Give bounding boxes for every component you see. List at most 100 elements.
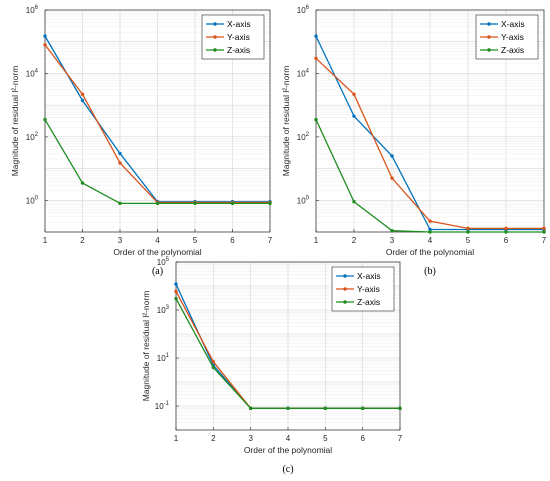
- data-point: [248, 406, 253, 411]
- y-tick-label: 104: [26, 68, 39, 78]
- chart-panel-3: 1 2 3 4 5 6 7 10-1 101 103 105 Order of the polynom…: [141, 257, 403, 475]
- x-tick-label: 3: [390, 236, 395, 245]
- x-axis-label: Order of the polynomial: [386, 247, 474, 257]
- legend-marker: [487, 48, 491, 52]
- legend-item: X-axis: [206, 19, 251, 29]
- x-tick-label: 4: [428, 236, 433, 245]
- data-point: [118, 161, 122, 165]
- x-tick-label: 6: [360, 434, 365, 443]
- y-tick-label: 101: [157, 353, 170, 363]
- x-axis-label: Order of the polynomial: [113, 247, 201, 257]
- legend-marker: [487, 22, 491, 26]
- data-point: [390, 176, 394, 180]
- chart-panel-2: 1 2 3 4 5 6 7 100 102 104 106 Order of the polynomi…: [281, 5, 547, 277]
- legend-marker: [487, 35, 491, 39]
- data-point: [428, 219, 432, 223]
- chart-panel-1: 1 2 3 4 5 6 7 100 102 104 106 Order of the polynomi…: [10, 5, 273, 277]
- x-tick-label: 2: [80, 236, 85, 245]
- legend-label: X-axis: [501, 19, 525, 29]
- x-tick-label: 3: [248, 434, 253, 443]
- data-point: [428, 227, 432, 232]
- series-z-axis: [174, 296, 402, 411]
- legend-item: Y-axis: [480, 32, 524, 42]
- data-point: [193, 201, 197, 206]
- data-point: [286, 406, 290, 411]
- x-tick-label: 1: [314, 236, 319, 245]
- panel-caption: (b): [424, 266, 436, 277]
- x-tick-label: 4: [155, 236, 160, 245]
- x-tick-label: 2: [211, 434, 216, 443]
- x-tick-label: 3: [118, 236, 123, 245]
- x-tick-label: 1: [174, 434, 179, 443]
- data-point: [390, 154, 394, 158]
- data-point: [360, 406, 365, 411]
- panel-caption: (c): [282, 464, 293, 475]
- legend-marker: [213, 22, 217, 26]
- data-point: [352, 92, 356, 96]
- x-tick-label: 2: [352, 236, 357, 245]
- legend-label: Z-axis: [357, 297, 380, 307]
- series-z-axis: [43, 117, 272, 206]
- x-tick-label: 7: [542, 236, 547, 245]
- y-tick-label: 100: [26, 195, 39, 205]
- legend-marker: [213, 35, 217, 39]
- data-point: [428, 230, 432, 234]
- legend-label: Z-axis: [227, 45, 250, 55]
- x-axis-label: Order of the polynomial: [244, 445, 332, 455]
- data-point: [211, 360, 216, 364]
- legend-item: Z-axis: [206, 45, 250, 55]
- x-tick-label: 7: [268, 236, 273, 245]
- legend: X-axis Y-axis Z-axis: [475, 14, 539, 60]
- y-tick-label: 104: [297, 68, 310, 78]
- legend-marker: [213, 48, 217, 52]
- data-point: [542, 226, 546, 231]
- data-point: [118, 201, 122, 206]
- data-point: [268, 201, 272, 206]
- data-point: [211, 365, 216, 370]
- data-point: [314, 56, 318, 60]
- y-tick-label: 100: [297, 195, 310, 205]
- y-tick-label: 106: [297, 5, 310, 15]
- data-point: [323, 406, 328, 411]
- x-tick-label: 1: [43, 236, 48, 245]
- y-axis-label: Magnitude of residual l²-norm: [281, 66, 291, 177]
- data-point: [155, 201, 160, 206]
- legend-item: X-axis: [480, 19, 525, 29]
- data-point: [352, 114, 356, 118]
- x-tick-label: 7: [398, 434, 403, 443]
- legend-label: Y-axis: [227, 32, 250, 42]
- legend-label: X-axis: [227, 19, 251, 29]
- x-tick-label: 4: [286, 434, 291, 443]
- x-tick-label: 5: [323, 434, 328, 443]
- x-tick-label: 6: [230, 236, 235, 245]
- y-tick-label: 10-1: [155, 401, 170, 411]
- x-tick-label: 5: [466, 236, 471, 245]
- y-tick-label: 106: [26, 5, 39, 15]
- data-point: [174, 282, 178, 286]
- data-point: [174, 289, 178, 294]
- legend-label: X-axis: [357, 271, 381, 281]
- data-point: [80, 98, 85, 103]
- series-z-axis: [314, 117, 546, 234]
- legend-item: Y-axis: [206, 32, 250, 42]
- legend-marker: [343, 287, 347, 291]
- y-tick-label: 103: [157, 305, 170, 315]
- legend-label: Y-axis: [501, 32, 524, 42]
- x-tick-label: 6: [504, 236, 509, 245]
- data-point: [542, 230, 546, 234]
- panel-caption: (a): [152, 266, 163, 277]
- legend-label: Z-axis: [501, 45, 524, 55]
- y-tick-label: 102: [26, 132, 39, 142]
- legend-item: Y-axis: [336, 284, 380, 294]
- y-tick-label: 102: [297, 132, 310, 142]
- data-point: [504, 226, 508, 231]
- legend: X-axis Y-axis Z-axis: [201, 14, 265, 60]
- data-point: [352, 200, 356, 204]
- data-point: [466, 230, 470, 234]
- data-point: [230, 201, 235, 206]
- data-point: [314, 34, 318, 38]
- data-point: [174, 296, 178, 301]
- legend-label: Y-axis: [357, 284, 380, 294]
- data-point: [43, 117, 47, 122]
